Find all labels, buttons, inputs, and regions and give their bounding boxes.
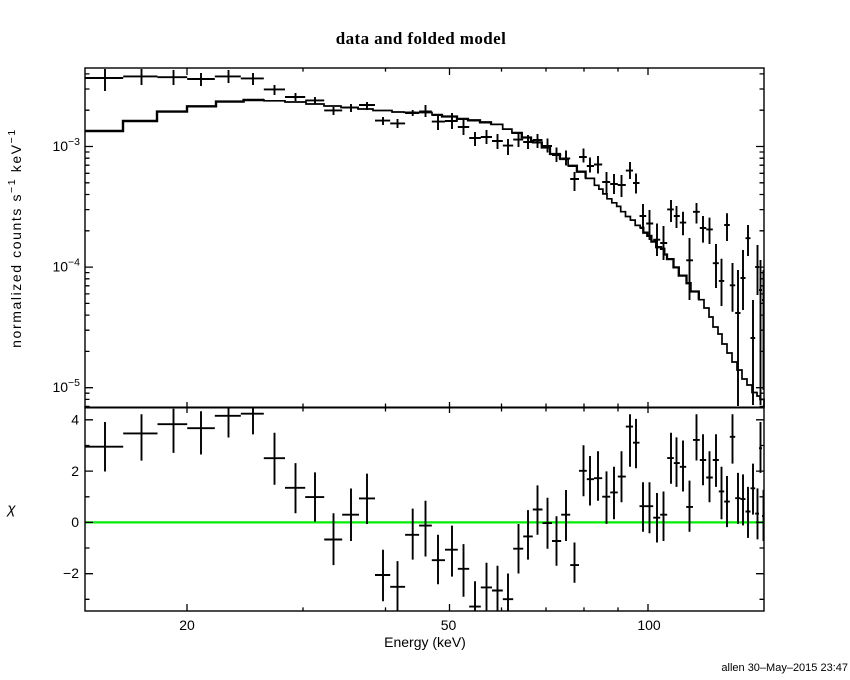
svg-text:0: 0 xyxy=(71,514,79,530)
svg-text:Energy (keV): Energy (keV) xyxy=(384,634,466,650)
svg-text:χ: χ xyxy=(5,501,16,518)
svg-text:4: 4 xyxy=(71,412,79,428)
svg-text:50: 50 xyxy=(441,617,457,633)
svg-text:100: 100 xyxy=(637,617,661,633)
svg-text:data and folded model: data and folded model xyxy=(336,29,506,48)
svg-text:20: 20 xyxy=(179,617,195,633)
svg-text:2: 2 xyxy=(71,463,79,479)
svg-text:−2: −2 xyxy=(63,565,79,581)
svg-text:normalized counts s−1 keV−1: normalized counts s−1 keV−1 xyxy=(6,128,24,348)
svg-text:allen 30–May–2015 23:47: allen 30–May–2015 23:47 xyxy=(721,662,848,674)
